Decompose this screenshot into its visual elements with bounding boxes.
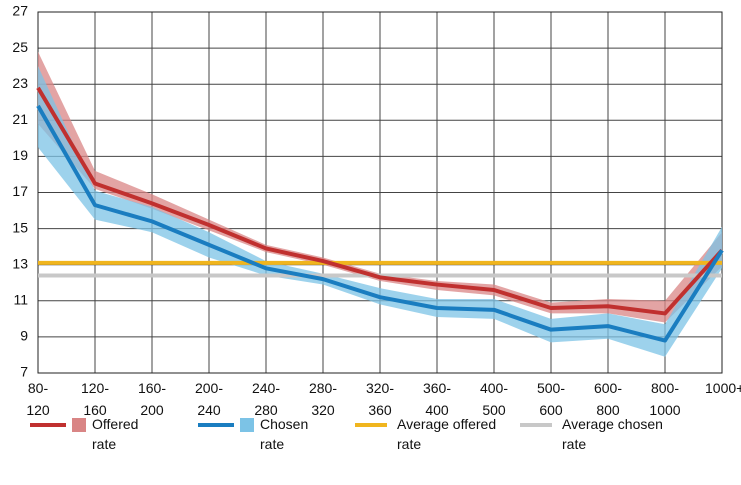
y-tick-label: 7 <box>20 364 28 380</box>
y-tick-label: 13 <box>12 255 28 271</box>
y-tick-label: 11 <box>13 292 28 308</box>
x-tick-label: 120-160 <box>80 380 110 418</box>
legend-label: Average offered rate <box>397 416 497 452</box>
x-tick-label: 800-1000 <box>649 380 681 418</box>
series-line <box>36 104 724 343</box>
legend-swatch <box>72 418 86 432</box>
x-tick-label: 320-360 <box>365 380 395 418</box>
legend-label: Chosen rate <box>260 416 309 452</box>
x-tick-label: 1000+ <box>705 380 741 396</box>
y-tick-label: 17 <box>12 183 28 199</box>
y-tick-label: 9 <box>20 328 28 344</box>
x-tick-label: 200-240 <box>194 380 224 418</box>
x-tick-label: 160-200 <box>137 380 167 418</box>
x-tick-label: 500-600 <box>536 380 566 418</box>
legend-label: Average chosen rate <box>562 416 663 452</box>
x-tick-label: 400-500 <box>479 380 509 418</box>
y-tick-label: 25 <box>12 39 28 55</box>
legend-swatch <box>240 418 254 432</box>
y-tick-label: 19 <box>12 147 28 163</box>
plot-border <box>37 11 723 374</box>
y-tick-label: 23 <box>12 75 28 91</box>
x-tick-label: 600-800 <box>593 380 623 418</box>
x-tick-label: 360-400 <box>422 380 452 418</box>
y-tick-label: 15 <box>12 219 28 235</box>
y-tick-label: 21 <box>12 111 28 127</box>
series-line <box>36 86 724 316</box>
x-tick-label: 240-280 <box>251 380 281 418</box>
x-tick-label: 280-320 <box>308 380 338 418</box>
x-tick-label: 80-120 <box>26 380 50 418</box>
legend-label: Offered rate <box>92 416 139 452</box>
y-tick-label: 27 <box>12 3 28 19</box>
